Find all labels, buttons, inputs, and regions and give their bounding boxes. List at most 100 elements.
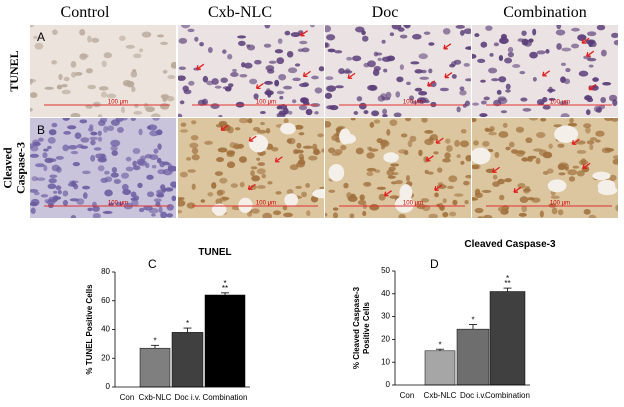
y-tick-label: 50	[381, 266, 390, 275]
cell	[613, 39, 618, 46]
cell	[139, 48, 144, 53]
cell	[463, 28, 471, 35]
cell	[286, 189, 294, 195]
cell	[256, 185, 266, 189]
cell	[250, 184, 257, 190]
cell	[110, 145, 118, 152]
cell	[278, 73, 287, 81]
cell	[299, 40, 308, 45]
cell	[356, 96, 363, 102]
cell	[194, 36, 199, 42]
cell	[494, 151, 500, 158]
cell	[546, 88, 556, 92]
column-header: Combination	[503, 4, 587, 21]
cell	[57, 189, 62, 195]
cell	[146, 191, 155, 198]
y-tick-label: 40	[101, 325, 110, 334]
cell	[234, 127, 241, 131]
cell	[550, 195, 560, 199]
cell	[460, 129, 467, 134]
cell	[522, 107, 532, 112]
cell	[279, 96, 284, 100]
cell	[69, 180, 79, 184]
y-tick-label: 30	[381, 312, 390, 321]
cell	[521, 205, 528, 213]
cell	[132, 148, 141, 154]
cell	[90, 154, 96, 162]
cell	[32, 141, 41, 147]
cell	[497, 96, 507, 101]
y-tick-label: 10	[381, 357, 390, 366]
cell	[398, 213, 406, 218]
cell	[560, 113, 570, 117]
cell	[459, 140, 470, 148]
cell	[179, 100, 185, 105]
cell	[186, 202, 196, 209]
cell	[358, 102, 367, 110]
cell	[473, 164, 481, 170]
cell	[395, 91, 401, 98]
cell	[453, 193, 464, 197]
cell	[366, 152, 375, 159]
cell	[98, 86, 109, 91]
vessel	[472, 147, 491, 165]
y-tick-label: 60	[101, 296, 110, 305]
cell	[498, 76, 507, 83]
cell	[292, 99, 297, 104]
cell	[465, 78, 471, 82]
cell	[49, 174, 58, 179]
cell	[480, 79, 486, 83]
cell	[436, 203, 441, 207]
cell	[85, 68, 93, 74]
cell	[34, 42, 44, 50]
cell	[332, 212, 339, 218]
cell	[586, 31, 597, 37]
cell	[97, 165, 105, 172]
cell	[178, 37, 188, 44]
arrow	[492, 166, 501, 173]
cell	[98, 120, 106, 127]
cell	[179, 129, 189, 133]
cell	[111, 167, 118, 173]
cell	[284, 30, 291, 36]
cell	[71, 71, 77, 78]
cell	[85, 104, 93, 109]
cell	[328, 189, 336, 193]
cell	[271, 146, 279, 152]
y-axis-label: Positive Cells	[362, 301, 371, 354]
micrograph	[30, 25, 176, 117]
cell	[103, 125, 108, 133]
cell	[221, 196, 230, 201]
cell	[527, 156, 534, 162]
significance-mark: **	[504, 279, 510, 288]
cell	[292, 77, 301, 82]
cell	[456, 154, 461, 158]
cell	[287, 110, 293, 115]
arrow	[247, 183, 256, 191]
cell	[171, 195, 176, 202]
column-header: Control	[61, 4, 110, 21]
x-tick-label: Doc i.v.	[174, 393, 200, 402]
significance-mark: *	[153, 336, 156, 345]
cell	[52, 190, 58, 194]
vessel	[280, 122, 296, 135]
cell	[363, 110, 369, 115]
cell	[420, 69, 427, 74]
x-tick-label: Combination	[485, 391, 530, 400]
cell	[460, 160, 465, 165]
arrow	[434, 184, 443, 191]
cell	[405, 118, 412, 122]
cell	[134, 103, 139, 108]
significance-mark: **	[222, 284, 228, 293]
cell	[542, 105, 551, 110]
cell	[260, 121, 265, 126]
cell	[312, 143, 318, 151]
cell	[389, 119, 398, 126]
cell	[223, 124, 231, 131]
cell	[38, 137, 44, 142]
cell	[389, 195, 400, 199]
cell	[232, 68, 237, 73]
cell	[230, 71, 239, 78]
cell	[178, 197, 185, 201]
cell	[385, 91, 392, 99]
